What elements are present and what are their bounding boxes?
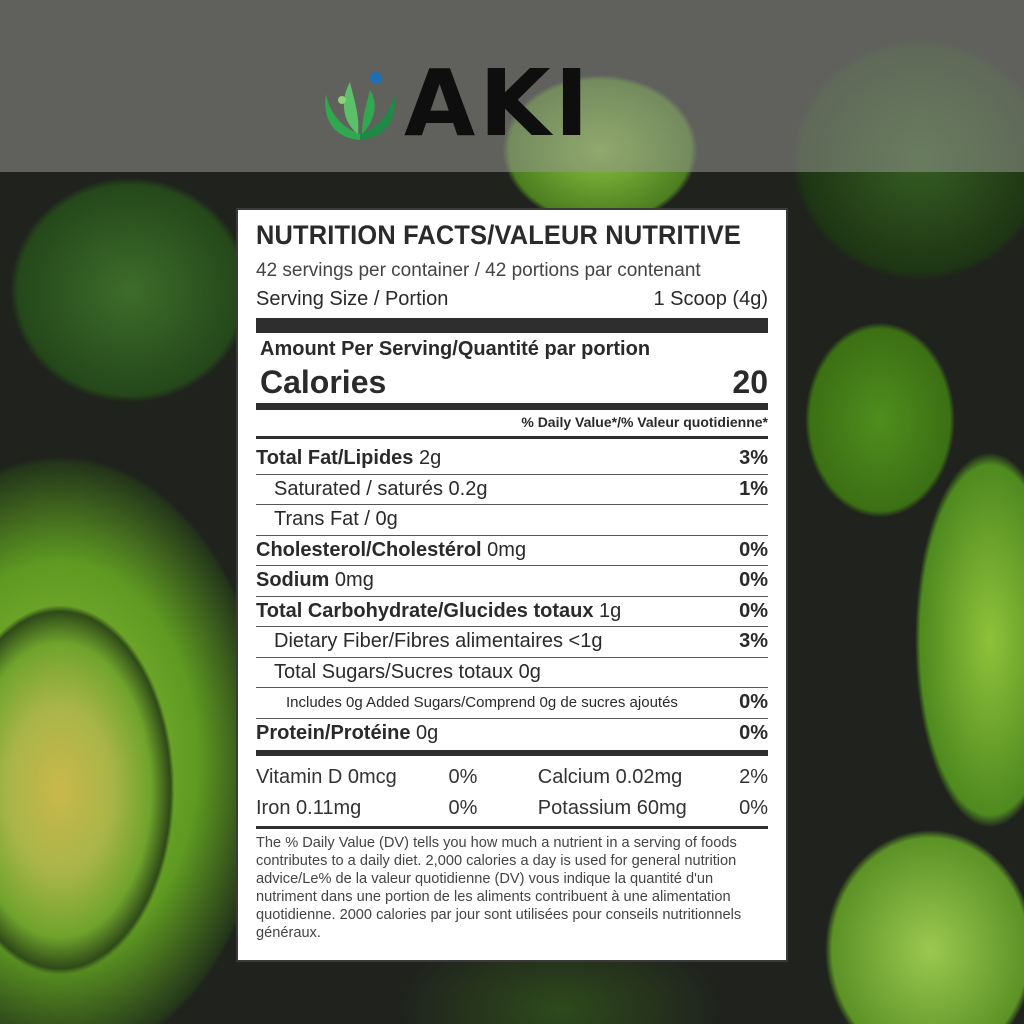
brand-name: AKI xyxy=(404,50,593,157)
serving-size: Serving Size / Portion 1 Scoop (4g) xyxy=(256,288,768,311)
vitamin-daily-value: 0% xyxy=(448,797,478,819)
serving-size-value: 1 Scoop (4g) xyxy=(653,288,768,310)
nutrient-name: Total Carbohydrate/Glucides totaux xyxy=(256,599,594,622)
vitamin-name: Potassium 60mg xyxy=(537,797,687,819)
vitamin-rows: Vitamin D 0mcg 0% Calcium 0.02mg 2% Iron 0.1… xyxy=(256,762,768,824)
calories-row: Calories 20 xyxy=(260,364,768,401)
nutrient-daily-value: 3% xyxy=(739,630,768,653)
label-title: NUTRITION FACTS/VALEUR NUTRITIVE xyxy=(256,220,741,250)
nutrient-label: Total Sugars/Sucres totaux 0g xyxy=(274,661,541,684)
nutrient-daily-value: 0% xyxy=(739,538,768,561)
nutrient-row: Saturated / saturés 0.2g 1% xyxy=(256,475,768,505)
vitamin-daily-value: 2% xyxy=(739,766,768,788)
nutrient-name: Cholesterol/Cholestérol xyxy=(256,538,482,561)
vitamin-row: Iron 0.11mg 0% Potassium 60mg 0% xyxy=(256,793,768,824)
nutrient-amount: 0.2g xyxy=(448,477,488,500)
nutrient-daily-value: 0% xyxy=(739,599,768,622)
nutrient-row: Total Carbohydrate/Glucides totaux 1g 0% xyxy=(256,597,768,627)
nutrient-name: Trans Fat / xyxy=(274,508,370,531)
nutrient-row: Includes 0g Added Sugars/Comprend 0g de … xyxy=(256,688,768,719)
nutrient-label: Cholesterol/Cholestérol 0mg xyxy=(256,539,526,562)
nutrient-name: Includes 0g Added Sugars/Comprend 0g de … xyxy=(286,694,678,712)
nutrient-row: Sodium 0mg 0% xyxy=(256,566,768,597)
nutrient-label: Sodium 0mg xyxy=(256,569,374,592)
nutrition-facts-label: NUTRITION FACTS/VALEUR NUTRITIVE 42 serv… xyxy=(236,208,788,962)
divider-medium xyxy=(256,403,768,410)
nutrient-amount: 0g xyxy=(518,660,541,683)
nutrient-name: Dietary Fiber/Fibres alimentaires xyxy=(274,630,563,653)
amount-per-serving: Amount Per Serving/Quantité par portion xyxy=(260,338,651,360)
leaf-logo-icon xyxy=(325,72,395,140)
footnote: The % Daily Value (DV) tells you how muc… xyxy=(256,835,742,941)
nutrient-name: Sodium xyxy=(256,569,330,592)
nutrient-amount: <1g xyxy=(568,630,603,653)
vitamin-daily-value: 0% xyxy=(739,797,768,819)
nutrient-label: Total Carbohydrate/Glucides totaux 1g xyxy=(256,600,621,623)
divider-thin xyxy=(256,826,768,829)
nutrient-amount: 0g xyxy=(375,508,398,531)
header-band xyxy=(0,0,1024,172)
vitamin-row: Vitamin D 0mcg 0% Calcium 0.02mg 2% xyxy=(256,762,768,793)
nutrient-label: Protein/Protéine 0g xyxy=(256,722,438,745)
nutrient-name: Total Fat/Lipides xyxy=(256,447,414,470)
nutrient-name: Total Sugars/Sucres totaux xyxy=(274,660,514,683)
nutrient-daily-value: 0% xyxy=(739,721,768,744)
nutrient-amount: 2g xyxy=(418,447,442,470)
nutrient-row: Trans Fat / 0g xyxy=(256,505,768,536)
nutrient-amount: 1g xyxy=(599,599,622,622)
nutrient-row: Total Fat/Lipides 2g 3% xyxy=(256,444,768,475)
serving-size-label: Serving Size / Portion xyxy=(256,288,449,310)
calories-label: Calories xyxy=(260,364,387,400)
nutrient-amount: 0g xyxy=(416,721,439,744)
nutrient-label: Total Fat/Lipides 2g xyxy=(256,447,441,470)
nutrient-name: Saturated / saturés xyxy=(274,477,443,500)
nutrient-daily-value: 0% xyxy=(739,691,768,714)
nutrient-label: Dietary Fiber/Fibres alimentaires <1g xyxy=(274,630,602,653)
nutrient-daily-value: 1% xyxy=(739,477,768,500)
vitamin-name: Vitamin D 0mcg xyxy=(256,766,397,788)
nutrient-row: Protein/Protéine 0g 0% xyxy=(256,719,768,749)
divider-thin xyxy=(256,436,768,439)
nutrient-row: Cholesterol/Cholestérol 0mg 0% xyxy=(256,536,768,566)
calories-value: 20 xyxy=(732,364,768,400)
nutrient-amount: 0mg xyxy=(487,538,527,561)
nutrient-row: Dietary Fiber/Fibres alimentaires <1g 3% xyxy=(256,627,768,658)
nutrient-rows: Total Fat/Lipides 2g 3% Saturated / saturé… xyxy=(256,444,768,748)
nutrient-row: Total Sugars/Sucres totaux 0g xyxy=(256,658,768,688)
vitamin-daily-value: 0% xyxy=(448,766,478,788)
vitamin-name: Iron 0.11mg xyxy=(256,797,362,819)
nutrient-label: Includes 0g Added Sugars/Comprend 0g de … xyxy=(286,694,678,711)
divider-thick xyxy=(256,750,768,756)
nutrient-label: Saturated / saturés 0.2g xyxy=(274,478,487,501)
nutrient-name: Protein/Protéine xyxy=(256,721,411,744)
brand-logo: AKI xyxy=(320,58,593,150)
daily-value-header: % Daily Value*/% Valeur quotidienne* xyxy=(521,414,768,430)
vitamin-name: Calcium 0.02mg xyxy=(537,766,683,788)
nutrient-amount: 0mg xyxy=(334,569,374,592)
nutrient-label: Trans Fat / 0g xyxy=(274,508,398,531)
nutrient-daily-value: 3% xyxy=(739,447,768,470)
divider-thick xyxy=(256,318,768,333)
servings-per-container: 42 servings per container / 42 portions … xyxy=(256,260,701,281)
nutrient-daily-value: 0% xyxy=(739,569,768,592)
